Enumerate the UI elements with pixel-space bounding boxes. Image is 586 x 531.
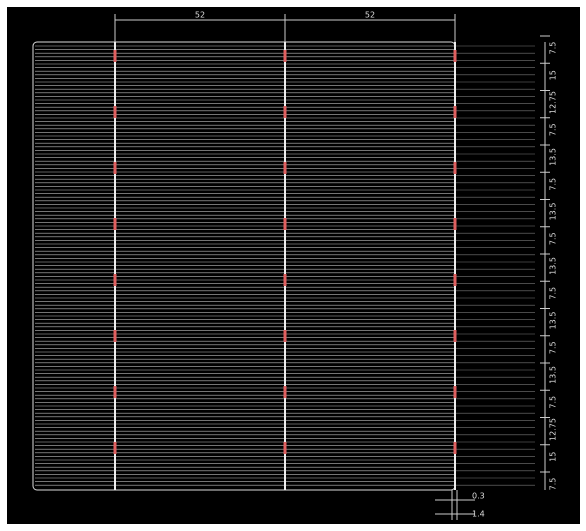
dimension-label: 13.5 [549,257,558,275]
busbars [113,42,457,490]
solder-pad [283,274,287,286]
solder-pad [283,442,287,454]
dimension-label: 7.5 [549,123,558,136]
solder-pad [283,162,287,174]
dimension-label: 7.5 [549,178,558,191]
solder-pad [453,330,457,342]
dimensions: 52 52 7.5 15 12.75 7.5 13.5 7.5 13.5 7.5 13.5 7.5 13… [114,11,558,520]
solder-pad [113,330,117,342]
dimension-label: 7.5 [549,287,558,300]
solder-pad [113,162,117,174]
solder-pad [283,386,287,398]
solder-pad [283,218,287,230]
solder-pad [453,162,457,174]
solder-pad [113,106,117,118]
solder-pad [113,218,117,230]
dimension-label: 0.3 [472,492,485,501]
dimension-label: 7.5 [549,478,558,491]
solder-pad [283,106,287,118]
solder-pad [283,50,287,62]
solder-pad [453,442,457,454]
solder-pad [113,274,117,286]
solder-pad [283,330,287,342]
dimension-label: 15 [549,70,558,80]
dimension-label: 7.5 [549,341,558,354]
dimension-label: 7.5 [549,42,558,55]
solder-pad [453,274,457,286]
dimension-label: 13.5 [549,312,558,330]
dimension-label: 12.75 [549,91,558,114]
dimension-label: 15 [549,452,558,462]
dimension-label: 13.5 [549,203,558,221]
solder-pad [113,50,117,62]
solder-pad [453,218,457,230]
dimension-label: 1.4 [472,510,485,519]
dimension-label: 13.5 [549,148,558,166]
finger-lines [35,45,535,486]
dimension-label: 7.5 [549,232,558,245]
dimension-label: 7.5 [549,396,558,409]
solder-pad [453,106,457,118]
dimension-label: 52 [365,11,375,20]
dimension-label: 52 [195,11,205,20]
dimension-label: 13.5 [549,366,558,384]
solder-pad [453,50,457,62]
dimension-label: 12.75 [549,418,558,441]
solder-pad [113,442,117,454]
solder-pad [113,386,117,398]
solder-pad [453,386,457,398]
